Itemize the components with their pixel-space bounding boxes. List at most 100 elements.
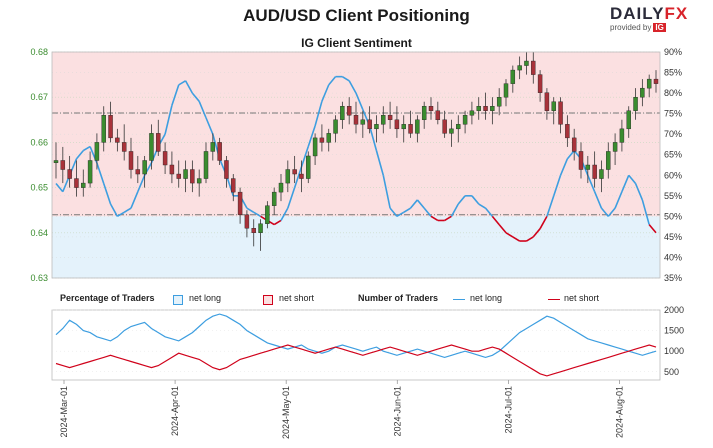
candle-body	[346, 106, 352, 116]
date-axis-tick: 2024-Aug-01	[615, 386, 625, 438]
candle-body	[183, 169, 188, 179]
net-long-percent-segment	[178, 80, 186, 86]
net-long-percent-segment	[546, 195, 555, 217]
net-long-percent-segment	[314, 101, 323, 127]
net-long-percent-segment	[171, 84, 180, 106]
net-long-percent-segment	[628, 174, 637, 185]
candle-body	[646, 78, 652, 89]
candle-body	[503, 83, 509, 98]
net-long-percent-segment	[457, 195, 466, 205]
net-long-percent-segment	[478, 203, 486, 209]
candle-body	[74, 178, 79, 188]
net-long-percent-segment	[641, 199, 650, 225]
main-plot-frame	[51, 51, 661, 279]
net-long-percent-segment	[123, 207, 132, 213]
percent-axis-tick: 75%	[664, 109, 682, 119]
date-axis-tick: 2024-Jun-01	[392, 386, 402, 437]
candle-body	[612, 142, 618, 152]
net-long-percent-segment	[607, 207, 616, 217]
candle-body	[53, 160, 59, 163]
candle-body	[449, 128, 454, 134]
chart-title: AUD/USD Client Positioning	[243, 6, 470, 25]
candle-body	[462, 115, 468, 125]
net-long-percent-segment	[198, 101, 207, 119]
net-long-percent-segment	[566, 150, 575, 160]
candle-body	[599, 169, 604, 179]
net-long-percent-segment	[75, 150, 84, 160]
candle-body	[169, 164, 175, 175]
candle-body	[483, 106, 488, 111]
candle-body	[176, 173, 181, 179]
candle-body	[190, 169, 195, 184]
candle-body	[428, 106, 434, 111]
dailyfx-logo[interactable]: DAILYFX provided by IG	[610, 4, 700, 32]
net-long-percent-segment	[300, 146, 310, 168]
net-long-percent-segment	[498, 224, 507, 234]
candle-body	[312, 137, 318, 157]
net-long-percent-segment	[328, 76, 337, 86]
candle-body	[326, 133, 331, 143]
candle-body	[476, 106, 481, 111]
net-long-percent-segment	[137, 174, 146, 193]
candle-body	[415, 119, 420, 134]
net-long-percent-segment	[587, 174, 596, 193]
percent-axis-tick: 65%	[664, 150, 682, 160]
logo-wordmark: DAILYFX	[610, 4, 700, 24]
net-long-percent-segment	[82, 145, 91, 152]
candle-body	[394, 119, 400, 130]
net-long-percent-segment	[416, 199, 425, 209]
traders-net-short-line	[55, 344, 657, 377]
candle-body	[626, 110, 631, 130]
candle-body	[278, 182, 284, 193]
date-axis-tick: 2024-Apr-01	[170, 386, 180, 436]
net-long-percent-segment	[348, 80, 357, 94]
chart-subtitle: IG Client Sentiment	[301, 36, 412, 50]
candle-body	[101, 115, 106, 143]
net-long-percent-segment	[253, 211, 261, 218]
net-long-percent-segment	[164, 105, 173, 135]
candle-body	[231, 178, 236, 193]
logo-text-b: FX	[664, 4, 689, 23]
candle-body	[524, 60, 529, 66]
net-long-percent-segment	[102, 183, 112, 205]
legend-pct-long-swatch	[173, 295, 183, 305]
candle-body	[203, 151, 209, 179]
legend-pct-short: net short	[279, 293, 315, 303]
candle-body	[67, 169, 72, 179]
candle-body	[510, 69, 516, 84]
candle-body	[558, 101, 563, 125]
traders-axis-tick: 2000	[664, 305, 684, 315]
net-long-percent-segment	[423, 207, 432, 217]
price-axis-tick: 0.67	[30, 92, 48, 102]
candle-body	[162, 151, 168, 166]
traders-axis-tick: 1500	[664, 326, 684, 336]
candle-body	[531, 60, 536, 75]
candle-body	[408, 124, 413, 134]
net-long-percent-segment	[375, 150, 385, 176]
net-long-percent-segment	[55, 182, 64, 193]
net-long-percent-segment	[552, 175, 562, 197]
candle-body	[360, 119, 366, 125]
candle-body	[81, 182, 86, 188]
candle-body	[571, 137, 577, 152]
date-axis-tick: 2024-Mar-01	[59, 386, 69, 438]
net-long-percent-segment	[593, 191, 603, 209]
net-long-percent-segment	[280, 207, 289, 221]
candle-body	[135, 169, 141, 175]
legend-num-long-swatch	[453, 299, 465, 300]
candle-body	[496, 96, 502, 107]
candle-body	[115, 137, 120, 143]
net-long-percent-segment	[287, 187, 296, 209]
date-axis-tick: 2024-May-01	[281, 386, 291, 439]
candle-body	[537, 74, 543, 93]
ig-logo-icon: IG	[653, 23, 666, 32]
net-long-percent-segment	[116, 211, 125, 218]
candle-body	[517, 65, 522, 71]
percent-axis-tick: 60%	[664, 170, 682, 180]
net-long-percent-segment	[539, 215, 548, 230]
legend: Percentage of Traders net long net short…	[60, 293, 660, 307]
percent-axis-tick: 55%	[664, 191, 682, 201]
net-long-percent-segment	[471, 195, 480, 205]
candle-body	[640, 87, 645, 98]
candle-body	[333, 119, 338, 134]
